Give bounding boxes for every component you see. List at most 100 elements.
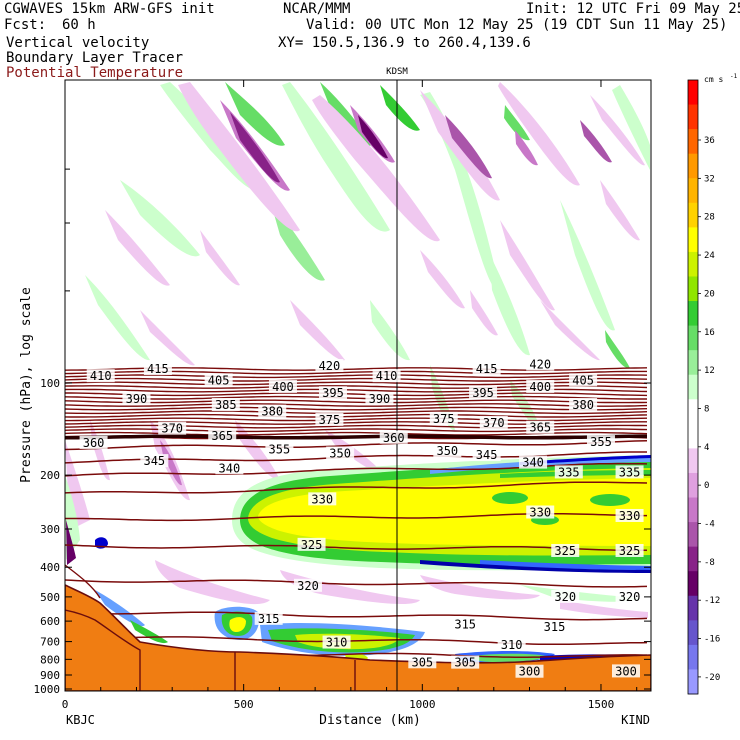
theta-line: [65, 403, 648, 407]
theta-label: 415: [476, 362, 498, 376]
theta-label: 305: [454, 656, 476, 670]
colorbar-unit-exponent: -1: [730, 73, 738, 80]
theta-label: 335: [558, 465, 580, 479]
theta-label-bg: [315, 412, 344, 426]
x-tick-label: 500: [234, 698, 254, 711]
colorbar-swatch: [688, 129, 698, 155]
y-tick-label: 300: [40, 523, 60, 536]
theta-label-bg: [615, 589, 644, 603]
theta-label: 315: [258, 612, 280, 626]
theta-label: 355: [590, 435, 612, 449]
low-level-patches: [155, 560, 648, 618]
theta-label: 390: [369, 392, 391, 406]
theta-label: 420: [319, 359, 341, 373]
theta-line: [65, 410, 648, 415]
theta-label: 345: [476, 448, 498, 462]
theta-label: 310: [501, 638, 523, 652]
colorbar-swatch: [688, 153, 698, 179]
colorbar-swatch: [688, 595, 698, 621]
theta-label: 370: [483, 416, 505, 430]
theta-label-bg: [318, 386, 347, 400]
theta-label-bg: [519, 455, 548, 469]
theta-line: [65, 413, 648, 418]
terrain: [65, 584, 651, 691]
theta-label: 340: [522, 456, 544, 470]
theta-label-bg: [140, 454, 169, 468]
terrain-ridges: [65, 609, 356, 691]
y-tick-label: 600: [40, 615, 60, 628]
theta-label: 325: [554, 544, 576, 558]
colorbar-frame: [687, 79, 699, 695]
theta-label-bg: [215, 461, 244, 475]
theta-label-bg: [297, 537, 326, 551]
theta-label-bg: [526, 420, 555, 434]
theta-label: 405: [572, 373, 594, 387]
colorbar-swatch: [688, 251, 698, 277]
theta-label-bg: [429, 411, 458, 425]
colorbar-swatch: [688, 374, 698, 400]
colorbar-swatch: [688, 669, 698, 695]
colorbar-swatch: [688, 399, 698, 425]
colorbar-swatch: [688, 423, 698, 449]
theta-label-bg: [326, 446, 355, 460]
theta-label: 325: [301, 538, 323, 552]
colorbar-label: -12: [704, 596, 720, 606]
theta-line: [65, 636, 648, 646]
theta-label: 410: [90, 369, 112, 383]
theta-label: 415: [147, 362, 169, 376]
colorbar-label: -20: [704, 673, 720, 683]
theta-label: 395: [322, 386, 344, 400]
theta-label: 370: [161, 422, 183, 436]
theta-label: 380: [572, 398, 594, 412]
theta-label: 320: [619, 590, 641, 604]
y-tick-label: 800: [40, 653, 60, 666]
init-time: Init: 12 UTC Fri 09 May 25: [526, 1, 740, 17]
theta-label: 325: [619, 544, 641, 558]
theta-label-bg: [472, 448, 501, 462]
forecast-value: 60 h: [62, 17, 96, 33]
colorbar-swatch: [688, 472, 698, 499]
theta-label-bg: [158, 421, 187, 435]
theta-label-bg: [379, 430, 408, 444]
theta-label-bg: [322, 635, 351, 649]
theta-label-bg: [204, 373, 233, 387]
cross-section-endpoints: XY= 150.5,136.9 to 260.4,139.6: [278, 35, 531, 51]
theta-label-bg: [315, 359, 344, 373]
theta-label-bg: [586, 435, 615, 449]
theta-label-bg: [615, 465, 644, 479]
theta-label-bg: [451, 617, 480, 631]
theta-label: 360: [83, 436, 105, 450]
colorbar-label: 36: [704, 136, 715, 146]
theta-label: 330: [311, 492, 333, 506]
theta-line: [65, 579, 648, 588]
theta-label: 400: [529, 380, 551, 394]
theta-line: [65, 377, 648, 382]
field-label-boundary-layer-tracer: Boundary Layer Tracer: [6, 50, 184, 66]
theta-label: 395: [472, 386, 494, 400]
colorbar-swatch: [688, 178, 698, 204]
theta-label-bg: [615, 543, 644, 557]
theta-label: 315: [544, 620, 566, 634]
theta-label: 300: [519, 665, 541, 679]
colorbar-swatch: [688, 448, 698, 474]
theta-label: 375: [319, 413, 341, 427]
theta-label: 335: [619, 465, 641, 479]
colorbar-swatch: [688, 325, 698, 351]
org-label: NCAR/MMM: [283, 1, 351, 17]
theta-label-bg: [611, 664, 640, 678]
colorbar-label: -16: [704, 635, 720, 645]
theta-label: 320: [297, 579, 319, 593]
theta-line: [65, 439, 648, 451]
theta-label-bg: [79, 435, 108, 449]
theta-label: 310: [326, 636, 348, 650]
theta-line: [65, 406, 648, 411]
theta-label-bg: [551, 589, 580, 603]
colorbar: 36 32 28 24 20 16 12 8 4 0 -4 -8 -12 -16 -20: [687, 79, 720, 695]
theta-label-bg: [615, 508, 644, 522]
upper-wave-streaks: [85, 82, 650, 369]
plot-frame: [64, 79, 652, 692]
colorbar-label: -8: [704, 558, 715, 568]
theta-label: 405: [208, 373, 230, 387]
theta-label: 400: [272, 380, 294, 394]
